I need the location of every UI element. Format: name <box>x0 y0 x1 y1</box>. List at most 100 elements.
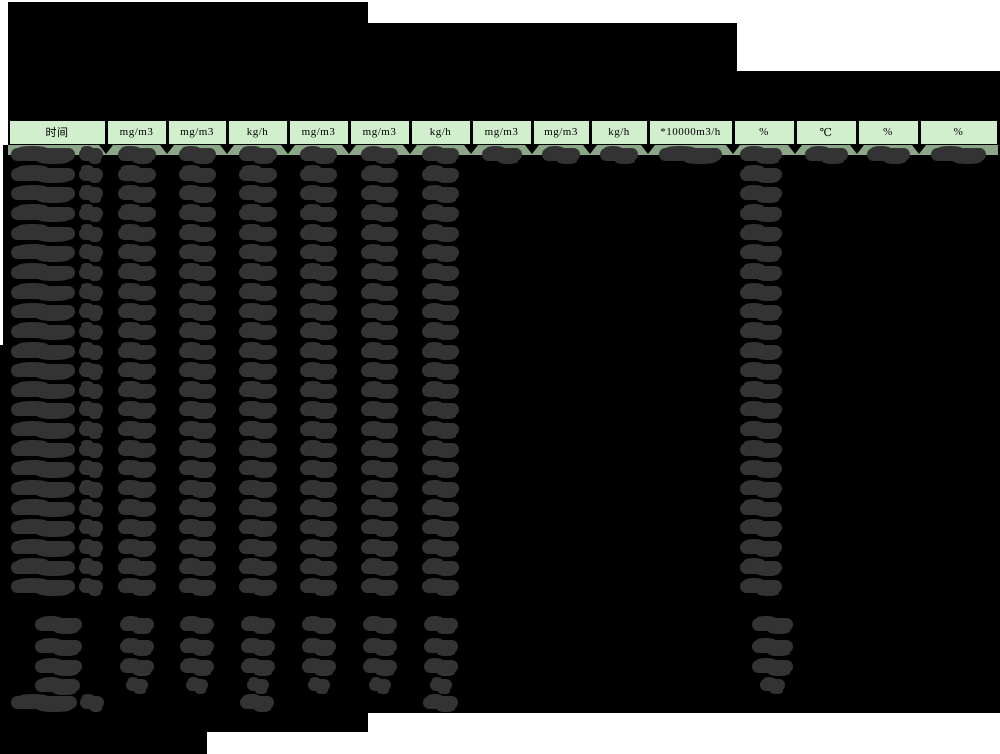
redacted-cell-value <box>300 165 337 184</box>
redacted-cell-value <box>740 263 782 282</box>
redacted-cell-value <box>300 400 337 419</box>
redacted-cell-value <box>300 145 337 164</box>
redacted-timestamp <box>11 184 75 203</box>
redacted-cell-value <box>178 538 216 557</box>
redacted-cell-value <box>931 145 986 164</box>
redacted-cell-value <box>422 558 459 577</box>
redacted-cell-value <box>422 577 459 596</box>
redacted-cell-value <box>740 558 782 577</box>
redacted-cell-value <box>361 499 398 518</box>
redacted-cell-value <box>117 538 156 557</box>
redacted-cell-value <box>300 479 337 498</box>
column-border-notch <box>726 145 740 154</box>
column-border-notch <box>525 145 539 154</box>
redacted-cell-value <box>422 459 459 478</box>
redacted-timestamp <box>79 302 103 321</box>
redacted-cell-value <box>117 499 156 518</box>
redacted-cell-value <box>240 657 275 676</box>
column-header-cell: kg/h <box>228 120 287 144</box>
column-border-notch <box>912 145 926 154</box>
redacted-cell-value <box>178 322 216 341</box>
redacted-cell-value <box>238 322 277 341</box>
redacted-cell-value <box>300 577 337 596</box>
redacted-cell-value <box>362 637 397 656</box>
redacted-cell-value <box>422 224 459 243</box>
redacted-cell-value <box>740 440 782 459</box>
redacted-cell-value <box>423 693 458 712</box>
redacted-cell-value <box>238 361 277 380</box>
redacted-cell-value <box>117 224 156 243</box>
redacted-cell-value <box>246 676 269 694</box>
redacted-cell-value <box>125 676 148 694</box>
redacted-cell-value <box>178 518 216 537</box>
redacted-cell-value <box>481 145 522 164</box>
column-border-notch <box>99 145 113 154</box>
redacted-cell-value <box>740 283 782 302</box>
redacted-cell-value <box>361 459 398 478</box>
redacted-cell-value <box>119 657 154 676</box>
redacted-cell-value <box>423 615 458 634</box>
redacted-cell-value <box>178 302 216 321</box>
redacted-summary-label <box>35 615 82 634</box>
column-header-cell: mg/m3 <box>350 120 409 144</box>
redacted-cell-value <box>740 420 782 439</box>
redacted-timestamp <box>11 342 75 360</box>
redacted-cell-value <box>238 243 277 262</box>
redacted-cell-value <box>422 538 459 557</box>
redacted-cell-value <box>238 224 277 243</box>
redacted-cell-value <box>422 283 459 302</box>
redacted-total-label <box>11 693 77 712</box>
redacted-cell-value <box>300 361 337 380</box>
redacted-timestamp <box>11 322 75 341</box>
redacted-cell-value <box>178 361 216 380</box>
redacted-cell-value <box>117 322 156 341</box>
redacted-cell-value <box>178 499 216 518</box>
redacted-cell-value <box>740 361 782 380</box>
column-border-notch <box>850 145 864 154</box>
redacted-cell-value <box>361 400 398 419</box>
column-border-notch <box>281 145 295 154</box>
redacted-subheader-left <box>8 23 737 71</box>
redacted-cell-value <box>362 657 397 676</box>
redacted-cell-value <box>178 165 216 184</box>
redacted-timestamp <box>11 459 75 478</box>
redacted-timestamp <box>11 518 75 537</box>
redacted-timestamp <box>79 577 103 596</box>
redacted-timestamp <box>11 499 75 518</box>
redacted-cell-value <box>117 459 156 478</box>
redacted-cell-value <box>178 204 216 223</box>
redacted-cell-value <box>361 224 398 243</box>
redacted-timestamp <box>79 538 103 557</box>
redacted-cell-value <box>429 676 452 694</box>
redacted-cell-value <box>740 204 782 223</box>
redacted-cell-value <box>804 145 848 164</box>
redacted-cell-value <box>361 165 398 184</box>
table-body-left-edge <box>0 345 3 713</box>
redacted-cell-value <box>238 440 277 459</box>
redacted-cell-value <box>422 243 459 262</box>
column-header-cell: % <box>920 120 997 144</box>
redacted-timestamp <box>79 479 103 498</box>
redacted-cell-value <box>238 263 277 282</box>
redacted-cell-value <box>542 145 580 164</box>
redacted-timestamp <box>79 263 103 282</box>
redacted-summary-label <box>35 637 82 656</box>
column-header-cell: kg/h <box>591 120 647 144</box>
redacted-cell-value <box>740 165 782 184</box>
redacted-timestamp <box>11 538 75 557</box>
redacted-cell-value <box>300 558 337 577</box>
column-header-cell: % <box>734 120 794 144</box>
redacted-cell-value <box>300 420 337 439</box>
redacted-cell-value <box>300 499 337 518</box>
redacted-timestamp <box>11 558 75 577</box>
redacted-timestamp <box>11 440 75 459</box>
redacted-cell-value <box>361 263 398 282</box>
redacted-cell-value <box>866 145 910 164</box>
redacted-timestamp <box>79 361 103 380</box>
redacted-cell-value <box>422 420 459 439</box>
column-border-notch <box>583 145 597 154</box>
redacted-cell-value <box>361 361 398 380</box>
redacted-cell-value <box>740 145 782 164</box>
redacted-cell-value <box>178 283 216 302</box>
redacted-cell-value <box>423 657 458 676</box>
